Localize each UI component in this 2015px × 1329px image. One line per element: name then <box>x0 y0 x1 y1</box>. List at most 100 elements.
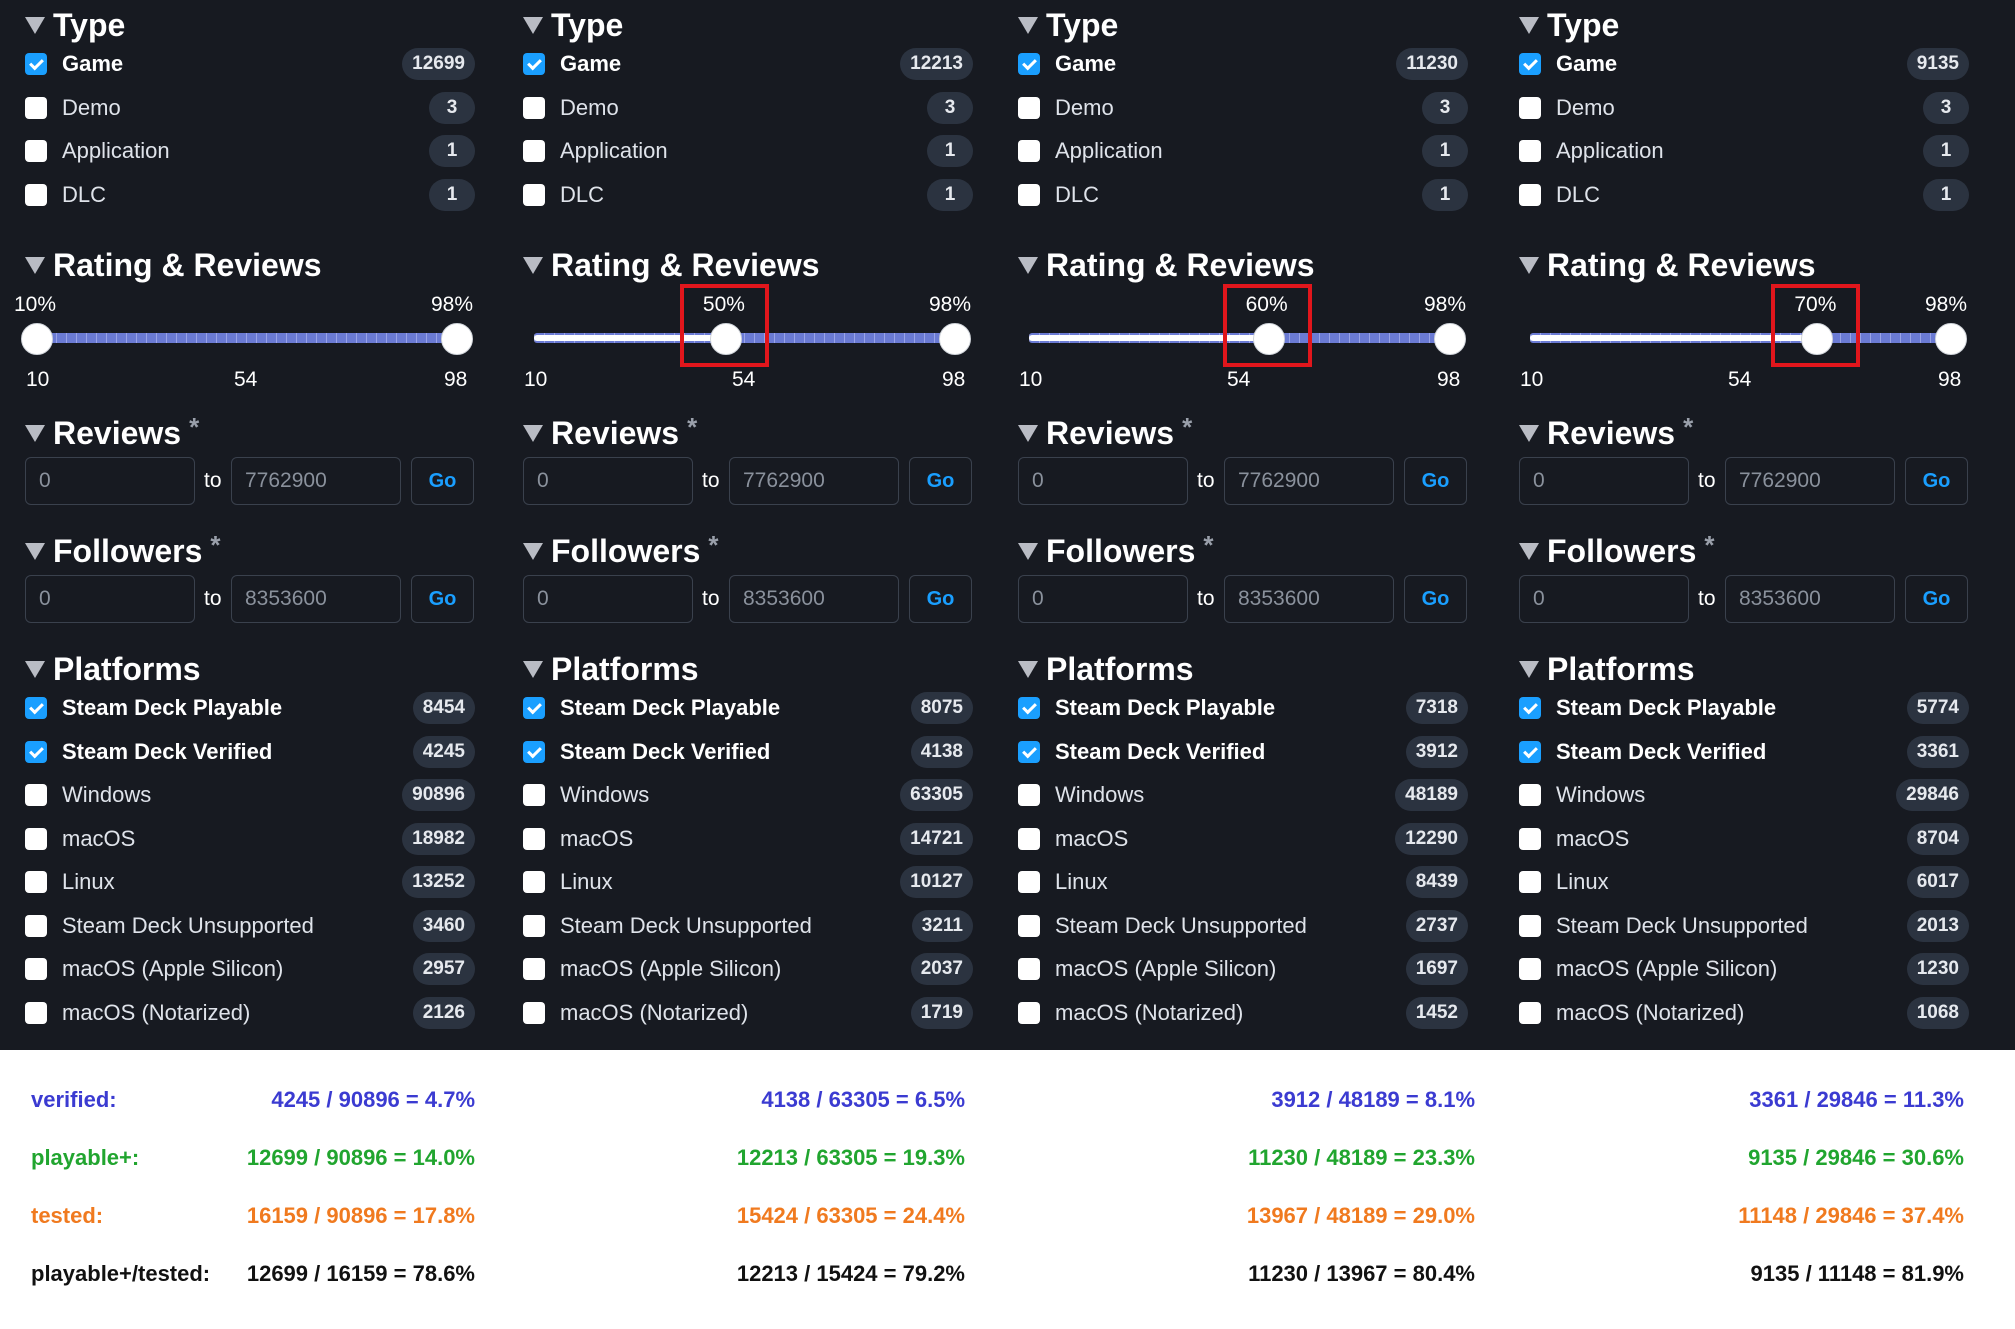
collapse-triangle-icon[interactable] <box>1018 660 1038 678</box>
followers-from-input[interactable]: 0 <box>1519 575 1689 623</box>
platform-item-windows[interactable]: Windows 63305 <box>523 778 973 812</box>
checkbox[interactable] <box>25 697 47 719</box>
collapse-triangle-icon[interactable] <box>25 660 45 678</box>
platform-item-steam-deck-unsupported[interactable]: Steam Deck Unsupported 3460 <box>25 909 475 943</box>
checkbox[interactable] <box>25 741 47 763</box>
type-item-dlc[interactable]: DLC 1 <box>1519 178 1969 212</box>
checkbox[interactable] <box>25 1002 47 1024</box>
platforms-section-header[interactable]: Platforms <box>1519 649 1695 689</box>
type-item-demo[interactable]: Demo 3 <box>1519 91 1969 125</box>
platform-item-linux[interactable]: Linux 8439 <box>1018 865 1468 899</box>
checkbox[interactable] <box>523 53 545 75</box>
platform-item-macos-notarized[interactable]: macOS (Notarized) 1719 <box>523 996 973 1030</box>
platform-item-steam-deck-verified[interactable]: Steam Deck Verified 4245 <box>25 735 475 769</box>
platform-item-macos-notarized[interactable]: macOS (Notarized) 1452 <box>1018 996 1468 1030</box>
checkbox[interactable] <box>1519 97 1541 119</box>
rating-max-handle[interactable] <box>1935 323 1967 355</box>
type-item-application[interactable]: Application 1 <box>25 134 475 168</box>
collapse-triangle-icon[interactable] <box>1018 542 1038 560</box>
platform-item-steam-deck-unsupported[interactable]: Steam Deck Unsupported 3211 <box>523 909 973 943</box>
collapse-triangle-icon[interactable] <box>523 256 543 274</box>
checkbox[interactable] <box>25 140 47 162</box>
followers-section-header[interactable]: Followers * <box>1519 530 1714 571</box>
checkbox[interactable] <box>1519 741 1541 763</box>
type-section-header[interactable]: Type <box>1519 5 1619 45</box>
platform-item-steam-deck-playable[interactable]: Steam Deck Playable 8454 <box>25 691 475 725</box>
reviews-to-input[interactable]: 7762900 <box>1224 457 1394 505</box>
checkbox[interactable] <box>1519 871 1541 893</box>
platform-item-steam-deck-verified[interactable]: Steam Deck Verified 3912 <box>1018 735 1468 769</box>
reviews-to-input[interactable]: 7762900 <box>231 457 401 505</box>
checkbox[interactable] <box>1018 871 1040 893</box>
checkbox[interactable] <box>25 871 47 893</box>
checkbox[interactable] <box>25 958 47 980</box>
collapse-triangle-icon[interactable] <box>1519 256 1539 274</box>
checkbox[interactable] <box>1018 697 1040 719</box>
checkbox[interactable] <box>25 828 47 850</box>
platforms-section-header[interactable]: Platforms <box>523 649 699 689</box>
reviews-to-input[interactable]: 7762900 <box>1725 457 1895 505</box>
reviews-from-input[interactable]: 0 <box>523 457 693 505</box>
type-item-dlc[interactable]: DLC 1 <box>25 178 475 212</box>
reviews-from-input[interactable]: 0 <box>25 457 195 505</box>
collapse-triangle-icon[interactable] <box>523 16 543 34</box>
rating-min-handle[interactable] <box>21 323 53 355</box>
platform-item-steam-deck-verified[interactable]: Steam Deck Verified 4138 <box>523 735 973 769</box>
platform-item-macos[interactable]: macOS 8704 <box>1519 822 1969 856</box>
followers-section-header[interactable]: Followers * <box>1018 530 1213 571</box>
checkbox[interactable] <box>1519 53 1541 75</box>
checkbox[interactable] <box>523 828 545 850</box>
checkbox[interactable] <box>25 97 47 119</box>
checkbox[interactable] <box>1519 697 1541 719</box>
platform-item-macos-apple-silicon[interactable]: macOS (Apple Silicon) 2957 <box>25 952 475 986</box>
platform-item-steam-deck-verified[interactable]: Steam Deck Verified 3361 <box>1519 735 1969 769</box>
platform-item-macos-apple-silicon[interactable]: macOS (Apple Silicon) 2037 <box>523 952 973 986</box>
type-section-header[interactable]: Type <box>1018 5 1118 45</box>
checkbox[interactable] <box>1519 784 1541 806</box>
checkbox[interactable] <box>1519 828 1541 850</box>
followers-from-input[interactable]: 0 <box>25 575 195 623</box>
reviews-section-header[interactable]: Reviews * <box>523 412 697 453</box>
checkbox[interactable] <box>1018 140 1040 162</box>
type-item-demo[interactable]: Demo 3 <box>523 91 973 125</box>
platform-item-steam-deck-playable[interactable]: Steam Deck Playable 7318 <box>1018 691 1468 725</box>
followers-from-input[interactable]: 0 <box>1018 575 1188 623</box>
followers-to-input[interactable]: 8353600 <box>1224 575 1394 623</box>
platform-item-linux[interactable]: Linux 6017 <box>1519 865 1969 899</box>
type-item-game[interactable]: Game 9135 <box>1519 47 1969 81</box>
followers-go-button[interactable]: Go <box>909 575 972 623</box>
reviews-section-header[interactable]: Reviews * <box>1018 412 1192 453</box>
type-item-demo[interactable]: Demo 3 <box>25 91 475 125</box>
followers-from-input[interactable]: 0 <box>523 575 693 623</box>
checkbox[interactable] <box>523 140 545 162</box>
platform-item-steam-deck-playable[interactable]: Steam Deck Playable 5774 <box>1519 691 1969 725</box>
checkbox[interactable] <box>1519 184 1541 206</box>
followers-to-input[interactable]: 8353600 <box>231 575 401 623</box>
type-item-application[interactable]: Application 1 <box>1519 134 1969 168</box>
rating-max-handle[interactable] <box>441 323 473 355</box>
reviews-section-header[interactable]: Reviews * <box>1519 412 1693 453</box>
collapse-triangle-icon[interactable] <box>25 256 45 274</box>
checkbox[interactable] <box>1519 915 1541 937</box>
collapse-triangle-icon[interactable] <box>523 660 543 678</box>
type-item-demo[interactable]: Demo 3 <box>1018 91 1468 125</box>
platform-item-macos[interactable]: macOS 18982 <box>25 822 475 856</box>
type-section-header[interactable]: Type <box>25 5 125 45</box>
followers-section-header[interactable]: Followers * <box>25 530 220 571</box>
collapse-triangle-icon[interactable] <box>25 16 45 34</box>
checkbox[interactable] <box>25 915 47 937</box>
reviews-from-input[interactable]: 0 <box>1519 457 1689 505</box>
collapse-triangle-icon[interactable] <box>1519 16 1539 34</box>
collapse-triangle-icon[interactable] <box>25 424 45 442</box>
collapse-triangle-icon[interactable] <box>1519 542 1539 560</box>
platform-item-macos-notarized[interactable]: macOS (Notarized) 2126 <box>25 996 475 1030</box>
checkbox[interactable] <box>1519 1002 1541 1024</box>
collapse-triangle-icon[interactable] <box>1018 256 1038 274</box>
checkbox[interactable] <box>523 1002 545 1024</box>
type-item-dlc[interactable]: DLC 1 <box>1018 178 1468 212</box>
type-item-application[interactable]: Application 1 <box>1018 134 1468 168</box>
collapse-triangle-icon[interactable] <box>1018 424 1038 442</box>
checkbox[interactable] <box>1018 958 1040 980</box>
rating-section-header[interactable]: Rating & Reviews <box>1018 245 1315 285</box>
platform-item-steam-deck-unsupported[interactable]: Steam Deck Unsupported 2737 <box>1018 909 1468 943</box>
